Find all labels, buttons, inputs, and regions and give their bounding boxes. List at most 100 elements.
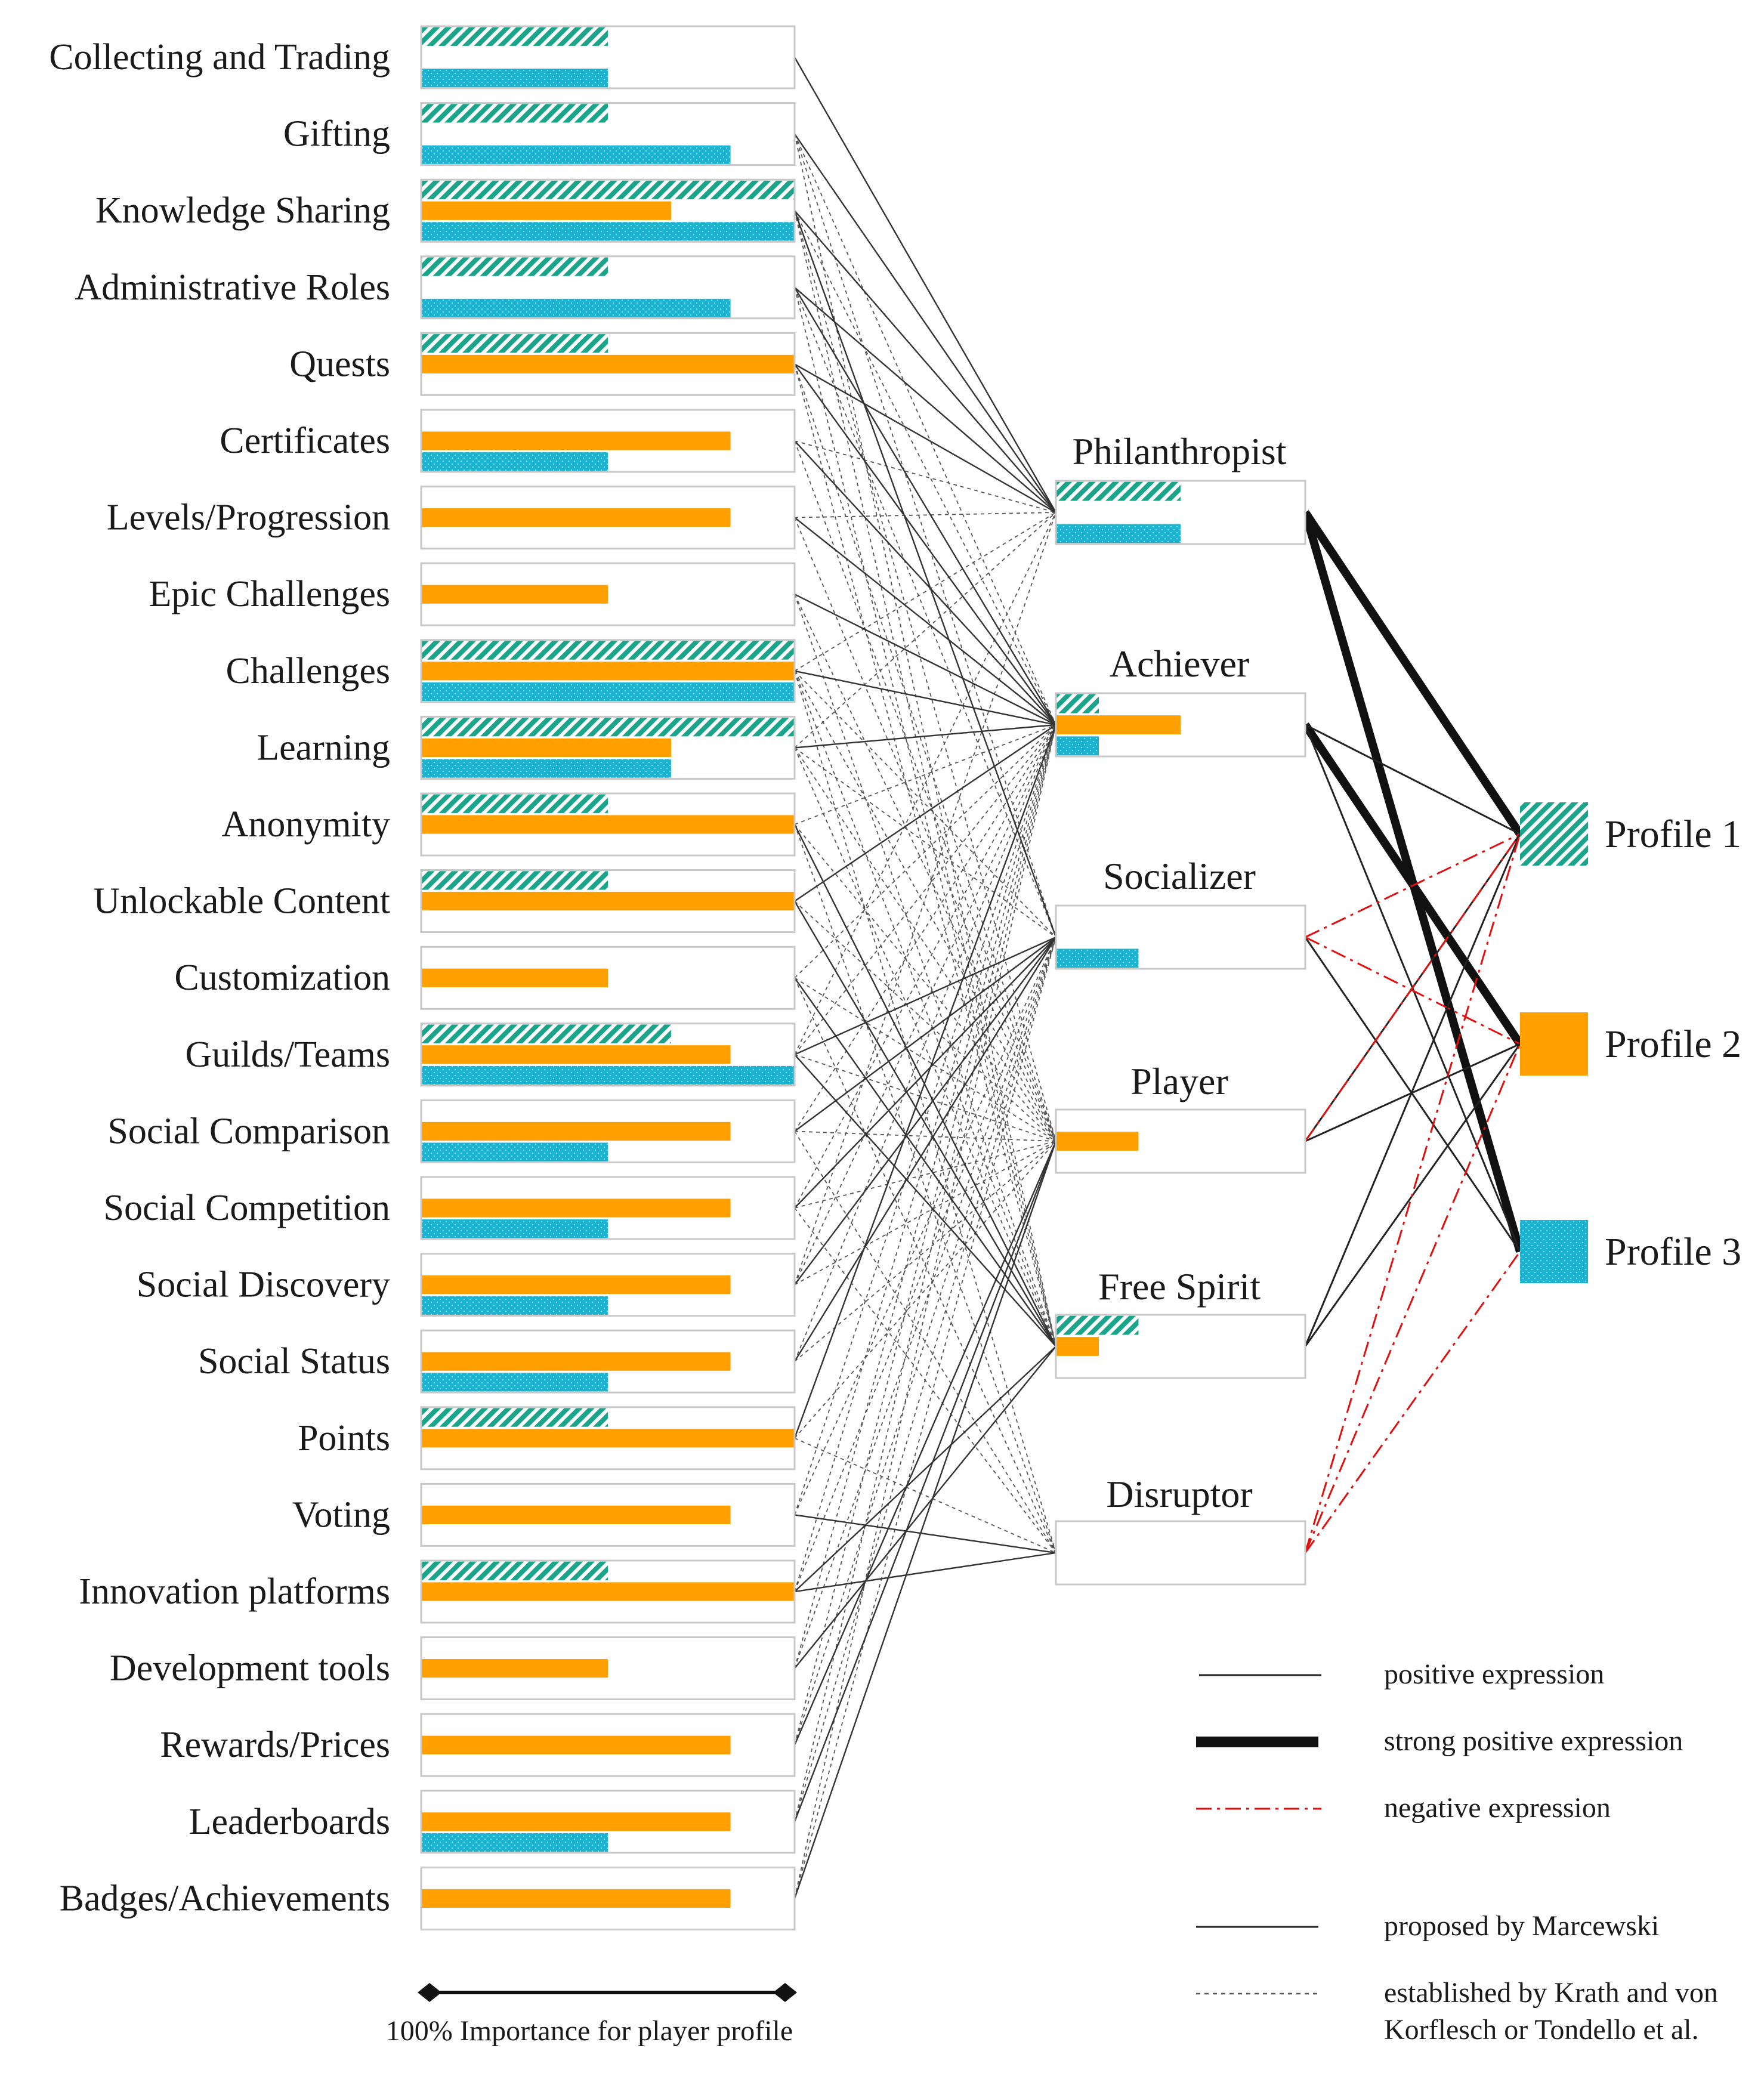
mechanic-row: Badges/Achievements [60,1866,796,1930]
mechanic-row: Social Status [198,1329,796,1394]
mechanic-bar-profile-1 [422,1024,671,1043]
profiles-column: Profile 1 Profile 2 Profile 3 [1520,802,1741,1283]
player-type-node: Player [1055,1060,1306,1174]
mechanic-bar-profile-2 [422,201,671,220]
strong-expression-link [1302,722,1524,1046]
mechanic-bar-profile-1 [422,718,794,737]
marcewski-link [794,133,1056,513]
mechanic-bar-profile-2 [422,1352,731,1371]
negative-expression-link [1304,833,1521,1142]
established-link [794,512,1056,672]
mechanic-bar-profile-3 [422,1065,794,1085]
marcewski-link [794,937,1056,1209]
mechanic-row: Guilds/Teams [185,1022,796,1087]
mechanic-label: Social Competition [104,1188,390,1228]
established-link [794,671,1056,1347]
mechanic-bar-profile-2 [422,1122,731,1141]
mechanic-bar-profile-3 [422,1142,608,1161]
mechanic-bar-profile-2 [422,1429,794,1448]
established-link [794,724,1056,1822]
axis-label: 100% Importance for player profile [386,2015,793,2047]
mechanic-bar-profile-2 [422,431,731,450]
mechanic-bar-profile-2 [422,1659,608,1678]
mechanic-bar-profile-2 [422,662,794,681]
mechanic-bar-profile-1 [422,180,794,200]
marcewski-link [793,824,1057,1347]
player-type-frame [1055,1108,1306,1174]
established-link [794,134,1056,1347]
established-link [794,937,1056,1746]
marcewski-link [793,724,1057,1439]
player-type-label: Free Spirit [1098,1265,1261,1308]
negative-expression-link [1304,833,1521,1553]
mechanic-row: Levels/Progression [107,486,796,550]
mechanic-row: Quests [289,332,796,396]
mechanic-bar-profile-3 [422,1219,608,1238]
marcewski-link [794,1346,1056,1592]
profile-node: Profile 1 [1520,802,1741,866]
established-link [794,724,1056,1055]
negative-expression-link [1304,1043,1521,1553]
marcewski-link [794,1054,1056,1347]
marcewski-link [794,724,1056,749]
mechanic-bar-profile-1 [422,27,608,46]
player-type-label: Achiever [1110,642,1250,685]
profile-node: Profile 2 [1520,1012,1741,1076]
established-link [794,134,1056,938]
mechanic-label: Levels/Progression [107,498,390,538]
mechanic-row: Social Competition [104,1176,796,1240]
mechanic-row: Unlockable Content [93,869,796,934]
player-type-node: Socializer [1055,855,1306,970]
marcewski-link [793,937,1057,1362]
positive-expression-link [1304,937,1521,1252]
established-link [794,364,1056,1142]
mechanic-bar-profile-2 [422,354,794,373]
player-type-label: Socializer [1103,855,1256,897]
mechanics-column: Collecting and Trading Gifting Knowledge S… [49,25,796,1930]
marcewski-link [794,977,1056,1347]
established-link [794,1141,1056,1439]
mechanic-label: Challenges [226,651,391,691]
established-link [794,671,1056,938]
established-link [794,364,1056,1347]
player-type-frame [1055,1520,1306,1586]
mechanic-bar-profile-2 [422,892,794,911]
established-link [794,512,1056,749]
importance-axis: 100% Importance for player profile [386,1983,797,2047]
marcewski-link [793,57,1057,513]
mechanic-bar-profile-2 [422,1275,731,1295]
established-link [794,517,1056,1142]
mechanic-bar-profile-1 [422,257,608,276]
strong-expression-link [1302,510,1524,836]
player-type-bar-profile-3 [1056,736,1099,756]
mechanic-bar-profile-1 [422,641,794,660]
mechanic-bar-profile-2 [422,1505,731,1524]
mechanic-bar-profile-2 [422,1582,794,1601]
axis-arrow-left [418,1983,441,2002]
mechanic-label: Voting [292,1494,390,1535]
mechanic-label: Epic Challenges [149,574,390,614]
mechanic-bar-profile-1 [422,794,608,813]
established-link [794,1437,1056,1553]
marcewski-link [794,594,1056,726]
positive-expression-link [1305,724,1521,835]
mechanic-bar-profile-2 [422,508,731,527]
mechanic-row: Points [298,1406,796,1470]
mechanic-label: Social Status [198,1341,390,1382]
mechanic-row: Leaderboards [189,1790,796,1854]
established-link [794,512,1056,1055]
mechanic-label: Knowledge Sharing [95,190,390,231]
mechanic-row: Knowledge Sharing [95,178,796,243]
axis-arrow-right [773,1983,797,2002]
marcewski-link [794,1514,1056,1554]
player-type-label: Player [1130,1060,1228,1102]
established-link [794,900,1056,1142]
established-link [794,824,1056,1142]
mechanic-label: Rewards/Prices [160,1725,390,1765]
mechanic-label: Development tools [110,1648,390,1689]
player-type-bar-profile-1 [1056,481,1181,501]
established-link [794,724,1056,1132]
mechanic-label: Social Comparison [107,1111,390,1151]
marcewski-link [794,363,1056,725]
established-link [794,724,1056,1899]
